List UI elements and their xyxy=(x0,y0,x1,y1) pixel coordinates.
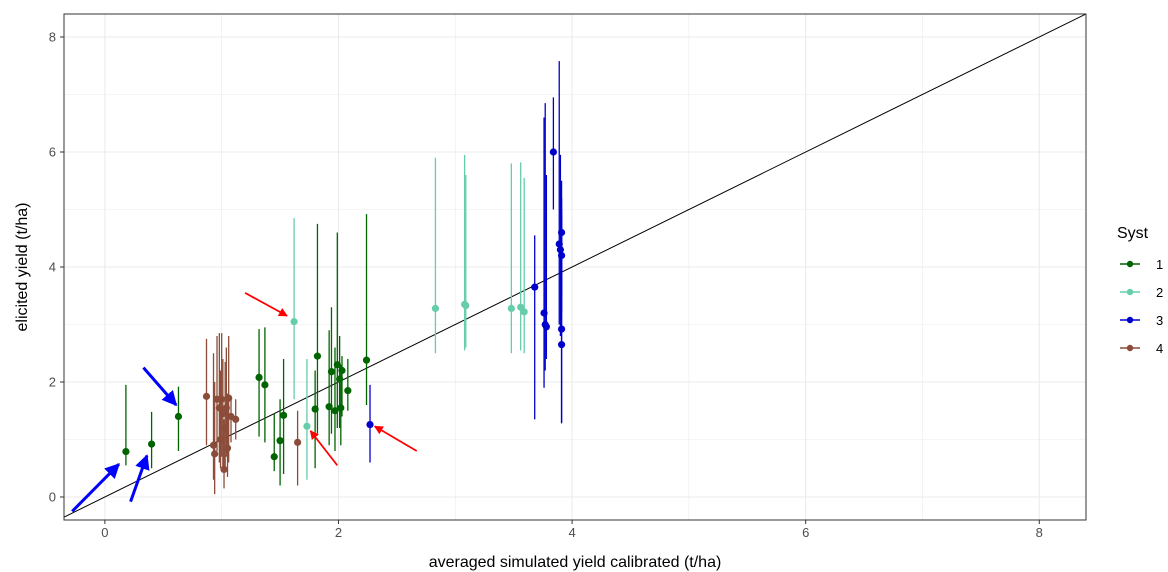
point-syst-2 xyxy=(303,422,311,430)
annotation-arrows xyxy=(71,292,418,513)
point-syst-1 xyxy=(313,352,322,360)
point-syst-1 xyxy=(344,387,352,395)
point-syst-4 xyxy=(223,444,232,452)
x-tick-label: 6 xyxy=(802,525,809,540)
point-syst-3 xyxy=(540,309,548,317)
point-syst-4 xyxy=(225,394,233,402)
x-tick-label: 4 xyxy=(568,525,575,540)
x-axis-title: averaged simulated yield calibrated (t/h… xyxy=(429,554,722,571)
point-syst-4 xyxy=(232,415,240,423)
annotation-arrow xyxy=(244,292,288,317)
point-syst-1 xyxy=(336,375,344,383)
point-syst-4 xyxy=(219,410,227,418)
point-syst-3 xyxy=(549,148,557,156)
x-tick-label: 2 xyxy=(335,525,342,540)
point-syst-1 xyxy=(362,356,371,364)
point-syst-4 xyxy=(221,424,229,432)
point-syst-3 xyxy=(557,251,566,260)
legend-title: Syst xyxy=(1117,225,1149,242)
annotation-arrow xyxy=(71,463,120,513)
x-tick-label: 8 xyxy=(1036,525,1043,540)
point-syst-3 xyxy=(556,246,565,254)
y-tick-label: 6 xyxy=(49,145,56,160)
point-syst-3 xyxy=(557,325,566,333)
legend-item-syst-2: 2 xyxy=(1120,285,1163,300)
point-syst-1 xyxy=(255,373,263,381)
point-syst-1 xyxy=(311,405,319,413)
point-syst-3 xyxy=(531,283,539,291)
legend: 1 2 3 4 xyxy=(1120,257,1163,356)
y-tick-label: 0 xyxy=(49,490,56,505)
legend-key-point xyxy=(1126,260,1134,268)
point-syst-4 xyxy=(215,404,223,412)
point-syst-1 xyxy=(337,404,345,412)
point-syst-1 xyxy=(174,412,183,421)
point-syst-1 xyxy=(270,453,278,461)
point-syst-4 xyxy=(202,392,211,400)
point-syst-3 xyxy=(557,228,566,237)
point-syst-1 xyxy=(279,411,288,419)
legend-key-point xyxy=(1126,288,1134,296)
point-syst-1 xyxy=(325,403,333,411)
legend-label: 2 xyxy=(1156,285,1163,300)
point-syst-2 xyxy=(462,301,470,310)
point-syst-4 xyxy=(220,465,228,473)
legend-item-syst-4: 4 xyxy=(1120,341,1163,356)
point-syst-1 xyxy=(333,361,341,369)
y-axis-title: elicited yield (t/ha) xyxy=(14,203,31,332)
point-syst-3 xyxy=(557,341,566,349)
y-tick-label: 4 xyxy=(49,260,56,275)
point-syst-3 xyxy=(555,240,563,248)
point-syst-4 xyxy=(218,395,226,403)
legend-key-point xyxy=(1126,316,1134,324)
legend-label: 1 xyxy=(1156,257,1163,272)
point-syst-1 xyxy=(276,437,284,445)
point-syst-3 xyxy=(366,420,374,429)
annotation-arrow xyxy=(129,454,150,503)
annotation-arrow xyxy=(373,425,418,452)
legend-label: 3 xyxy=(1156,313,1163,328)
point-syst-2 xyxy=(290,318,298,326)
grid xyxy=(64,14,1086,520)
point-syst-3 xyxy=(542,323,550,331)
annotation-arrow xyxy=(142,366,178,407)
point-syst-4 xyxy=(222,404,230,412)
point-syst-1 xyxy=(122,447,130,456)
x-tick-label: 0 xyxy=(101,525,108,540)
point-syst-4 xyxy=(209,441,218,449)
data-points xyxy=(122,148,566,473)
legend-item-syst-1: 1 xyxy=(1120,257,1163,272)
annotation-arrow xyxy=(309,430,339,466)
identity-line xyxy=(64,14,1086,518)
point-syst-1 xyxy=(331,407,339,415)
legend-label: 4 xyxy=(1156,341,1163,356)
point-syst-1 xyxy=(261,381,269,389)
y-tick-label: 2 xyxy=(49,375,56,390)
point-syst-4 xyxy=(216,435,225,444)
y-tick-label: 8 xyxy=(49,30,56,45)
axis-ticks: 0 2 4 6 8 0 2 4 6 8 xyxy=(49,30,1043,541)
point-syst-4 xyxy=(294,438,302,446)
point-syst-4 xyxy=(211,450,219,458)
point-syst-2 xyxy=(431,304,440,312)
point-syst-2 xyxy=(520,308,528,316)
point-syst-2 xyxy=(507,304,515,312)
legend-key-point xyxy=(1126,344,1134,352)
point-syst-1 xyxy=(327,368,336,376)
point-syst-1 xyxy=(338,366,346,375)
point-syst-1 xyxy=(148,440,156,448)
legend-item-syst-3: 3 xyxy=(1120,313,1163,328)
